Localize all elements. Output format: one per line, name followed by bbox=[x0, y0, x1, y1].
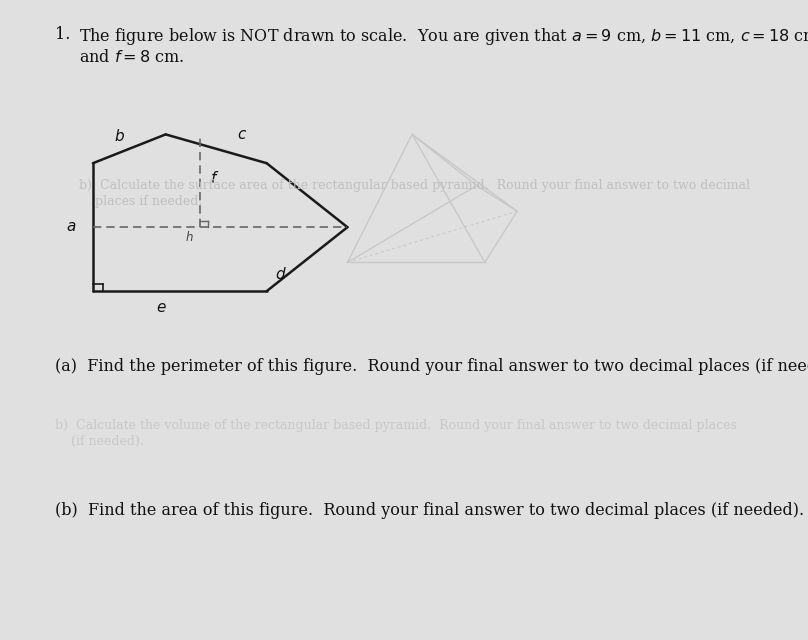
Text: $c$: $c$ bbox=[238, 128, 247, 142]
Text: (b)  Find the area of this figure.  Round your final answer to two decimal place: (b) Find the area of this figure. Round … bbox=[55, 502, 804, 520]
Text: 1.: 1. bbox=[55, 26, 70, 43]
Text: (a)  Find the perimeter of this figure.  Round your final answer to two decimal : (a) Find the perimeter of this figure. R… bbox=[55, 358, 808, 376]
Text: b)  Calculate the surface area of the rectangular based pyramid.  Round your fin: b) Calculate the surface area of the rec… bbox=[79, 179, 750, 192]
Text: $h$: $h$ bbox=[185, 230, 194, 244]
Text: $e$: $e$ bbox=[156, 301, 167, 315]
Text: b)  Calculate the volume of the rectangular based pyramid.  Round your final ans: b) Calculate the volume of the rectangul… bbox=[55, 419, 737, 432]
Text: $a$: $a$ bbox=[66, 220, 77, 234]
Text: $f$: $f$ bbox=[210, 170, 220, 186]
Text: (if needed).: (if needed). bbox=[71, 435, 144, 448]
Text: and $f = 8$ cm.: and $f = 8$ cm. bbox=[79, 49, 185, 66]
Text: $d$: $d$ bbox=[275, 266, 287, 282]
Text: places if needed.: places if needed. bbox=[95, 195, 203, 208]
Text: $b$: $b$ bbox=[114, 128, 125, 144]
Text: The figure below is NOT drawn to scale.  You are given that $a = 9$ cm, $b = 11$: The figure below is NOT drawn to scale. … bbox=[79, 26, 808, 47]
